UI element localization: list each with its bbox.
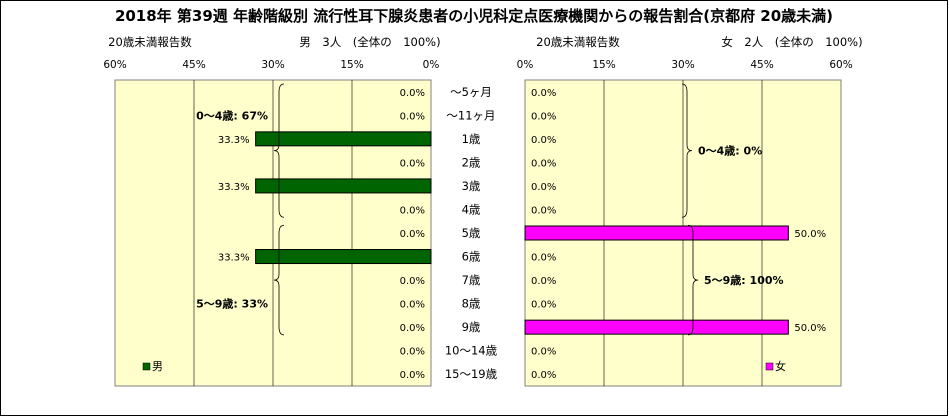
female-age-brace: [681, 83, 693, 218]
male-value-label: 0.0%: [400, 158, 425, 169]
category-label: 4歳: [462, 202, 481, 216]
female-age-annotation: 5～9歳: 100%: [704, 273, 784, 287]
female-age-annotation: 0～4歳: 0%: [698, 144, 762, 158]
female-header-left: 20歳未満報告数: [536, 35, 620, 49]
category-label: 8歳: [462, 297, 481, 311]
female-x-tick: 30%: [671, 59, 694, 71]
male-x-tick: 30%: [261, 59, 284, 71]
female-value-label: 0.0%: [531, 205, 556, 216]
male-age-annotation: 0～4歳: 67%: [196, 108, 268, 122]
female-value-label: 0.0%: [531, 253, 556, 264]
male-x-tick: 0%: [423, 59, 440, 71]
male-age-brace: [273, 224, 285, 336]
female-x-tick: 15%: [592, 59, 615, 71]
male-legend-swatch: [142, 362, 151, 371]
male-value-label: 33.3%: [218, 253, 250, 264]
male-x-tick: 45%: [182, 59, 205, 71]
x-tick-labels: 60% 45% 30% 15% 0% 0% 15% 30% 45% 60%: [103, 59, 852, 71]
annotations: 0～4歳: 67% 5～9歳: 33% 0～4歳: 0% 5～9歳: 100%: [196, 83, 784, 336]
bar-layer: [255, 131, 789, 335]
female-value-label: 0.0%: [531, 370, 556, 381]
female-bar: [524, 319, 789, 335]
male-value-label: 0.0%: [400, 323, 425, 334]
female-value-label: 50.0%: [794, 323, 826, 334]
female-value-label: 0.0%: [531, 276, 556, 287]
male-value-label: 0.0%: [400, 276, 425, 287]
category-label: 2歳: [462, 155, 481, 169]
category-label: 1歳: [462, 132, 481, 146]
male-value-label: 0.0%: [400, 347, 425, 358]
male-x-tick: 60%: [103, 59, 126, 71]
male-age-brace: [273, 83, 285, 218]
female-x-tick: 0%: [517, 59, 534, 71]
category-labels: ～5ヶ月 ～11ヶ月 1歳 2歳 3歳 4歳 5歳 6歳 7歳 8歳 9歳 10～14歳 15～19歳: [445, 85, 498, 381]
female-value-label: 0.0%: [531, 158, 556, 169]
female-value-label: 0.0%: [531, 182, 556, 193]
male-bar: [255, 249, 432, 265]
category-label: 5歳: [462, 226, 481, 240]
category-label: 10～14歳: [445, 344, 498, 358]
male-value-label: 0.0%: [400, 111, 425, 122]
male-value-label: 33.3%: [218, 135, 250, 146]
female-value-label: 0.0%: [531, 135, 556, 146]
female-legend-label: 女: [775, 359, 786, 373]
female-value-label: 0.0%: [531, 88, 556, 99]
category-label: 15～19歳: [445, 367, 498, 381]
male-value-label: 33.3%: [218, 182, 250, 193]
female-value-label: 0.0%: [531, 347, 556, 358]
chart-title: 2018年 第39週 年齢階級別 流行性耳下腺炎患者の小児科定点医療機関からの報…: [115, 7, 833, 25]
male-value-label: 0.0%: [400, 205, 425, 216]
female-bar: [524, 225, 789, 241]
male-age-annotation: 5～9歳: 33%: [196, 297, 268, 311]
female-header-right: 女 2人 (全体の 100%): [721, 35, 862, 49]
female-value-label: 0.0%: [531, 300, 556, 311]
female-x-tick: 60%: [829, 59, 852, 71]
male-bar: [255, 131, 432, 147]
female-value-label: 0.0%: [531, 111, 556, 122]
male-value-label: 0.0%: [400, 370, 425, 381]
category-label: 7歳: [462, 273, 481, 287]
male-value-label: 0.0%: [400, 300, 425, 311]
category-label: ～11ヶ月: [446, 108, 495, 122]
male-x-tick: 15%: [340, 59, 363, 71]
value-labels: 0.0% 0.0% 0.0% 0.0% 33.3% 0.0% 0.0% 0.0% 33.3% 0.…: [218, 88, 826, 381]
category-label: 9歳: [462, 320, 481, 334]
male-header-right: 男 3人 (全体の 100%): [299, 35, 440, 49]
category-label: 6歳: [462, 250, 481, 264]
male-header-left: 20歳未満報告数: [108, 35, 192, 49]
male-bar: [255, 178, 432, 194]
female-age-brace: [687, 224, 699, 336]
male-value-label: 0.0%: [400, 88, 425, 99]
female-x-tick: 45%: [750, 59, 773, 71]
category-label: 3歳: [462, 179, 481, 193]
male-value-label: 0.0%: [400, 229, 425, 240]
female-legend-swatch: [765, 362, 774, 371]
female-value-label: 50.0%: [794, 229, 826, 240]
category-label: ～5ヶ月: [450, 85, 492, 99]
male-legend-label: 男: [152, 360, 163, 373]
